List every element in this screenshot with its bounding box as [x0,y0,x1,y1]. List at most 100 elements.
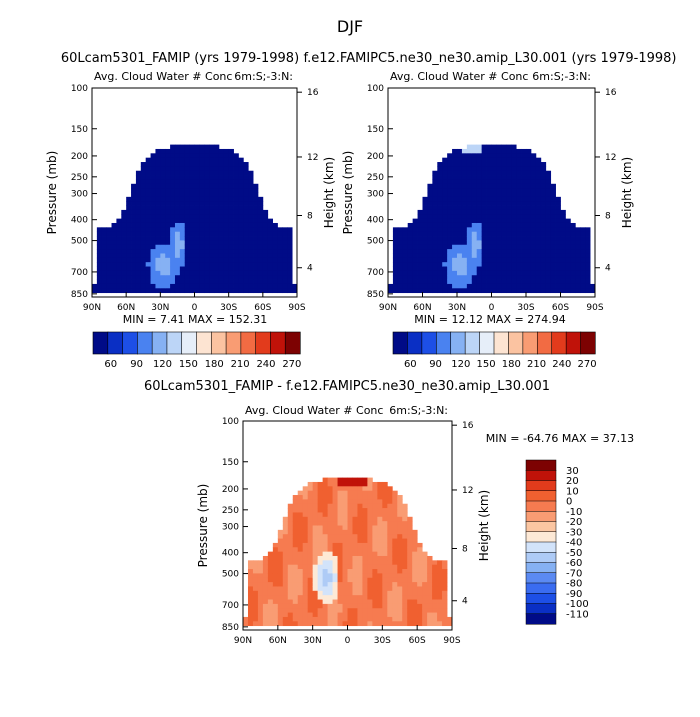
heatmap-cell [545,266,552,272]
heatmap-cell [140,196,147,202]
heatmap-cell [397,521,403,526]
heatmap-cell [362,538,368,544]
heatmap-cell [322,490,328,496]
heatmap-cell [160,188,166,193]
heatmap-cell [377,599,383,605]
heatmap-cell [372,603,378,609]
heatmap-cell [486,166,492,172]
heatmap-cell [506,236,512,241]
heatmap-cell [160,279,166,285]
heatmap-cell [121,227,127,233]
heatmap-cell [140,270,147,276]
heatmap-cell [461,227,468,233]
heatmap-cell [170,148,176,154]
heatmap-cell [496,183,502,189]
heatmap-cell [486,175,492,180]
heatmap-cell [209,275,215,280]
heatmap-cell [184,196,191,202]
heatmap-cell [407,240,414,246]
heatmap-cell [257,257,264,263]
heatmap-cell [427,582,433,587]
heatmap-cell [101,262,108,267]
heatmap-cell [516,214,522,220]
heatmap-cell [392,288,399,294]
height-tick-label: 8 [605,211,611,221]
heatmap-cell [362,521,368,526]
heatmap-cell [155,279,161,285]
heatmap-cell [506,227,512,233]
y-axis-label-right: Height (km) [477,490,491,561]
heatmap-cell [307,499,314,505]
heatmap-cell [377,608,383,613]
heatmap-cell [550,183,556,189]
heatmap-cell [342,508,348,513]
heatmap-cell [155,249,161,254]
heatmap-cell [382,499,388,505]
heatmap-cell [155,283,161,289]
heatmap-cell [555,244,561,250]
heatmap-cell [392,490,398,496]
heatmap-cell [307,599,314,605]
heatmap-cell [126,279,132,285]
heatmap-cell [322,477,328,483]
heatmap-cell [214,192,220,198]
heatmap-cell [417,266,423,272]
heatmap-cell [247,564,254,570]
heatmap-cell [342,495,348,500]
heatmap-cell [402,569,408,574]
heatmap-cell [155,201,161,206]
heatmap-cell [116,262,122,267]
colorbar-box [551,331,567,355]
heatmap-cell [209,196,215,202]
heatmap-cell [397,573,403,579]
heatmap-cell [555,283,561,289]
heatmap-cell [179,192,186,198]
heatmap-cell [506,218,512,224]
heatmap-cell [332,477,338,483]
y-tick-label: 700 [222,601,239,611]
heatmap-cell [228,170,234,176]
heatmap-cell [337,534,343,539]
heatmap-cell [189,222,195,228]
heatmap-cell [392,499,398,505]
heatmap-cell [209,283,215,289]
heatmap-cell [476,214,483,220]
heatmap-cell [302,516,309,522]
heatmap-cell [407,547,413,553]
heatmap-cell [432,218,438,224]
heatmap-cell [362,495,368,500]
chart-title: f.e12.FAMIPC5.ne30_ne30.amip_L30.001 (yr… [304,51,677,66]
heatmap-cell [530,236,537,241]
heatmap-cell [184,288,191,294]
heatmap-cell [530,283,537,289]
heatmap-cell [545,218,552,224]
heatmap-cell [402,551,408,557]
heatmap-cell [267,560,274,566]
heatmap-cell [461,275,468,280]
heatmap-cell [170,283,176,289]
heatmap-cell [247,603,254,609]
heatmap-cell [342,582,348,587]
heatmap-cell [155,214,161,220]
heatmap-cell [476,153,483,159]
heatmap-cell [442,599,448,605]
heatmap-cell [521,270,527,276]
heatmap-cell [466,227,473,233]
heatmap-cell [327,582,333,587]
heatmap-cell [277,599,284,605]
heatmap-cell [179,257,186,263]
heatmap-cell [248,266,254,272]
heatmap-cell [486,179,492,185]
heatmap-cell [387,616,393,622]
heatmap-cell [575,262,581,267]
heatmap-cell [496,231,502,237]
heatmap-cell [407,538,413,544]
heatmap-cell [131,240,137,246]
heatmap-cell [486,218,492,224]
heatmap-cell [501,201,507,206]
heatmap-cell [209,227,215,233]
heatmap-cell [481,148,487,154]
heatmap-cell [179,170,186,176]
heatmap-cell [218,244,225,250]
heatmap-cell [160,201,166,206]
